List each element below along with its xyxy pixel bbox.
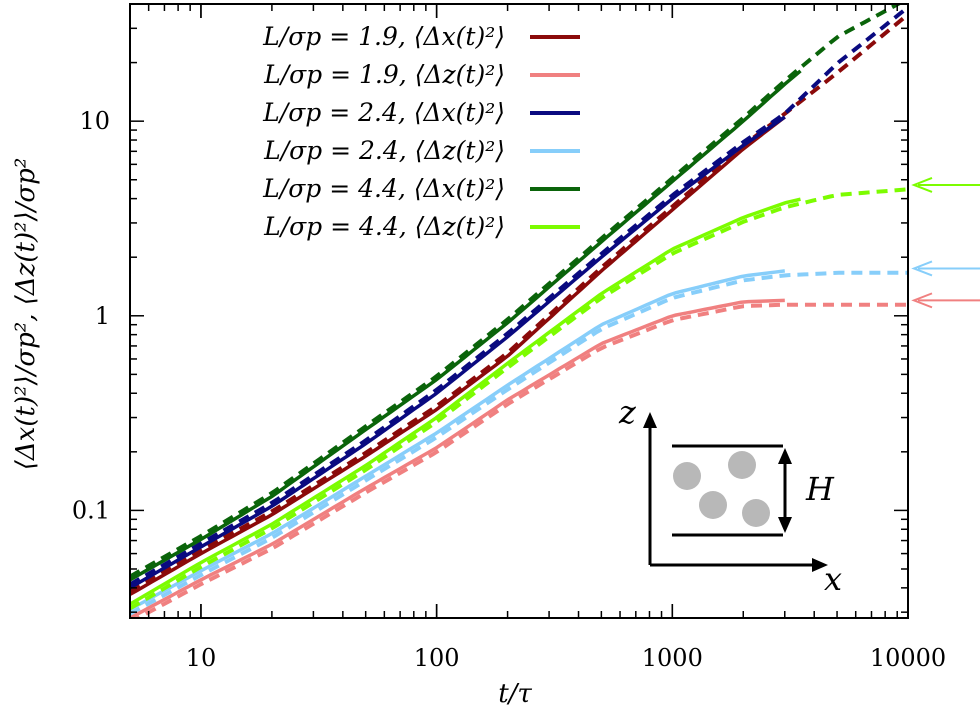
series-2 [130,298,908,618]
x-tick-label: 10 [186,644,217,672]
plateau-arrowhead [911,260,933,277]
series-5 [130,4,903,582]
series-2-dashed-line [133,302,908,618]
series-3-solid-line [130,115,786,590]
legend-label: L/σp = 4.4, ⟨Δx(t)²⟩ [262,174,505,203]
series-1 [130,12,908,596]
inset-particle [699,491,727,519]
legend: L/σp = 1.9, ⟨Δx(t)²⟩ L/σp = 1.9, ⟨Δz(t)²⟩… [262,22,580,241]
series-2-solid-line [130,298,785,618]
inset-particle [728,451,756,479]
series-1-dashed-line [130,12,908,593]
inset-h-arrow-up [778,448,792,464]
inset-particle [742,499,770,527]
inset-h-label: H [805,470,835,508]
plot-frame [129,3,909,619]
inset-z-arrowhead [643,412,657,428]
plateau-arrowhead [911,292,933,309]
x-axis-title: t/τ [498,679,532,709]
legend-label: L/σp = 1.9, ⟨Δx(t)²⟩ [262,22,505,51]
series-5-solid-line [130,69,802,582]
ticks-layer: 10 100 1000 10000 0.1 1 10 [72,3,946,672]
legend-label: L/σp = 1.9, ⟨Δz(t)²⟩ [263,60,505,89]
inset-z-label: z [618,393,637,431]
series-4 [130,269,908,616]
inset-x-arrowhead [812,558,828,572]
x-tick-label: 100 [414,644,460,672]
channel-inset: z x H [618,393,842,598]
x-tick-label: 10000 [870,644,946,672]
series-3 [130,5,908,590]
y-tick-label: 0.1 [72,496,110,524]
series-layer [130,4,908,618]
series-4-solid-line [130,269,786,611]
series-4-dashed-line [130,270,908,616]
y-axis-title: ⟨Δx(t)²⟩/σp², ⟨Δz(t)²⟩/σp² [11,158,41,470]
plateau-arrows [911,177,980,309]
series-1-solid-line [130,115,786,596]
inset-h-arrow-down [778,517,792,533]
plateau-arrowhead [911,177,933,193]
legend-label: L/σp = 4.4, ⟨Δz(t)²⟩ [263,212,505,241]
x-tick-label: 1000 [642,644,703,672]
series-6-solid-line [130,197,801,606]
inset-particle [673,462,701,490]
series-6-dashed-line [130,187,908,611]
legend-label: L/σp = 2.4, ⟨Δx(t)²⟩ [262,98,505,127]
y-tick-label: 10 [79,107,110,135]
series-5-dashed-line [130,4,903,579]
series-6 [130,187,908,611]
series-3-dashed-line [130,5,908,587]
inset-x-label: x [824,560,842,598]
legend-label: L/σp = 2.4, ⟨Δz(t)²⟩ [263,136,505,165]
y-tick-label: 1 [95,302,110,330]
